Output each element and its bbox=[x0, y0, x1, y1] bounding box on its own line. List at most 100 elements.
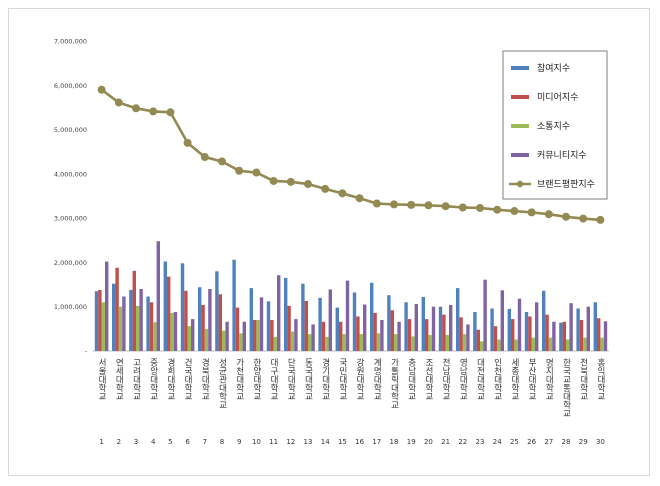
bar-1-16 bbox=[352, 292, 357, 351]
brand-index-point bbox=[355, 194, 364, 203]
bar-3-11 bbox=[273, 336, 277, 351]
rank-label: 20 bbox=[424, 438, 433, 446]
bar-3-20 bbox=[428, 335, 432, 351]
category-label: 경기대학교 bbox=[320, 357, 330, 400]
rank-label: 21 bbox=[441, 438, 450, 446]
brand-index-point bbox=[304, 180, 312, 189]
category-label: 인천대학교 bbox=[492, 357, 502, 400]
bar-1-17 bbox=[370, 282, 374, 351]
brand-index-point bbox=[132, 104, 140, 113]
bar-4-19 bbox=[414, 304, 418, 351]
bar-1-7 bbox=[198, 287, 202, 351]
bar-3-8 bbox=[222, 330, 226, 351]
bar-1-19 bbox=[404, 302, 408, 351]
bar-3-25 bbox=[514, 339, 518, 351]
legend-label: 참여지수 bbox=[537, 62, 570, 74]
brand-index-point bbox=[596, 215, 605, 224]
bar-2-17 bbox=[373, 312, 377, 351]
brand-index-point bbox=[114, 98, 123, 107]
bar-3-21 bbox=[445, 335, 449, 351]
bar-4-5 bbox=[173, 312, 178, 351]
bar-1-24 bbox=[490, 308, 494, 351]
bar-3-17 bbox=[376, 333, 381, 351]
bar-series-group bbox=[94, 241, 608, 351]
bar-4-14 bbox=[328, 289, 332, 351]
bar-4-10 bbox=[259, 297, 264, 351]
bar-4-28 bbox=[569, 303, 573, 351]
rank-label: 15 bbox=[338, 438, 347, 446]
bar-1-29 bbox=[576, 308, 580, 351]
brand-index-point bbox=[458, 203, 467, 212]
brand-index-point bbox=[510, 207, 519, 216]
bar-3-23 bbox=[480, 341, 484, 351]
y-tick-label: 6,000,000 bbox=[54, 82, 87, 90]
category-label: 한양대학교 bbox=[251, 358, 261, 401]
legend-marker bbox=[516, 180, 524, 188]
y-tick-label: - bbox=[85, 348, 88, 356]
bar-1-9 bbox=[232, 259, 236, 351]
bar-3-6 bbox=[187, 326, 191, 351]
bar-4-13 bbox=[311, 324, 315, 351]
brand-index-point bbox=[407, 200, 416, 209]
bar-3-12 bbox=[290, 331, 295, 351]
rank-label: 25 bbox=[510, 438, 519, 446]
rank-label: 13 bbox=[304, 438, 313, 446]
category-label: 조선대학교 bbox=[423, 358, 433, 401]
rank-label: 16 bbox=[355, 438, 364, 446]
bar-4-18 bbox=[397, 321, 401, 351]
category-label: 동국대학교 bbox=[303, 358, 313, 401]
category-label: 성균관대학교 bbox=[217, 358, 227, 409]
rank-label: 7 bbox=[203, 438, 207, 446]
bar-3-30 bbox=[600, 337, 604, 351]
bar-4-11 bbox=[277, 275, 281, 351]
category-label: 가톨릭대학교 bbox=[389, 358, 399, 409]
bar-2-18 bbox=[390, 310, 394, 351]
category-label: 서울대학교 bbox=[97, 358, 107, 401]
brand-index-point bbox=[441, 202, 450, 211]
bar-3-1 bbox=[101, 302, 105, 351]
brand-index-point bbox=[252, 168, 261, 177]
bar-3-13 bbox=[308, 334, 312, 351]
bar-2-16 bbox=[356, 316, 360, 351]
bar-2-23 bbox=[476, 329, 480, 351]
bar-3-9 bbox=[239, 333, 243, 351]
bar-1-23 bbox=[473, 312, 477, 351]
category-label: 대전대학교 bbox=[475, 358, 485, 401]
bar-3-27 bbox=[548, 337, 553, 351]
bar-2-27 bbox=[545, 314, 549, 351]
bar-4-1 bbox=[105, 261, 109, 351]
bar-4-22 bbox=[466, 324, 470, 351]
bar-1-11 bbox=[266, 301, 271, 351]
bar-2-10 bbox=[253, 320, 257, 351]
bar-2-21 bbox=[442, 314, 446, 351]
bar-1-5 bbox=[163, 261, 167, 351]
bar-2-20 bbox=[425, 319, 429, 351]
brand-index-point bbox=[218, 157, 226, 166]
bar-4-7 bbox=[208, 289, 212, 351]
bar-2-5 bbox=[167, 276, 171, 351]
bar-4-26 bbox=[535, 302, 539, 351]
y-tick-label: 7,000,000 bbox=[54, 38, 87, 46]
bar-4-24 bbox=[500, 290, 504, 351]
category-label: 전북대학교 bbox=[578, 357, 588, 400]
brand-index-point bbox=[476, 203, 484, 212]
y-tick-label: 4,000,000 bbox=[54, 170, 87, 178]
category-label: 홍익대학교 bbox=[595, 357, 605, 400]
x-axis: 서울대학교 1 연세대학교 2 고려대학교 3 중앙대학교 4 경희대학교 5 건국대학교 6 경북대학… bbox=[97, 357, 606, 446]
bar-3-7 bbox=[204, 328, 209, 351]
bar-4-6 bbox=[191, 319, 195, 351]
bar-2-4 bbox=[149, 302, 154, 351]
rank-label: 2 bbox=[117, 438, 121, 446]
rank-label: 18 bbox=[390, 438, 399, 446]
bar-3-18 bbox=[394, 334, 398, 351]
bar-2-24 bbox=[493, 326, 498, 351]
bar-1-12 bbox=[284, 277, 288, 351]
bar-2-6 bbox=[184, 290, 188, 351]
bar-1-8 bbox=[215, 271, 219, 351]
legend-label: 브랜드평판지수 bbox=[537, 179, 595, 190]
bar-3-19 bbox=[411, 336, 415, 351]
bar-3-29 bbox=[583, 337, 587, 351]
brand-index-point bbox=[321, 184, 330, 193]
category-label: 부산대학교 bbox=[527, 358, 537, 401]
category-label: 영남대학교 bbox=[458, 357, 468, 400]
